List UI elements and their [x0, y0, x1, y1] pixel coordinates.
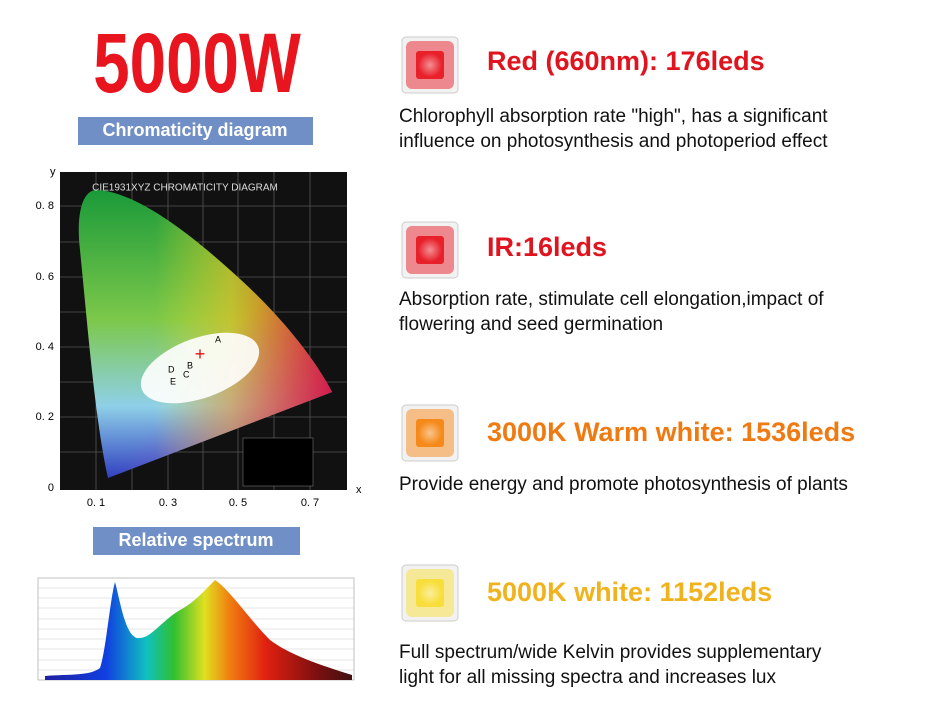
y-tick-label: 0. 6 — [36, 271, 54, 283]
y-tick-label: 0. 8 — [36, 200, 54, 212]
feature-title: 5000K white: 1152leds — [487, 577, 772, 607]
label-box — [93, 527, 300, 555]
led-shine — [418, 238, 442, 262]
x-tick-label: 0. 5 — [229, 497, 247, 509]
marker: + — [195, 344, 206, 364]
feature-description: Chlorophyll absorption rate "high", has … — [399, 106, 828, 127]
led-shine — [418, 53, 442, 77]
chromaticity-label: Chromaticity diagram — [102, 120, 287, 140]
feature-item: 3000K Warm white: 1536leds Provide energy… — [399, 404, 855, 495]
feature-description: flowering and seed germination — [399, 314, 663, 335]
y-tick-label: 0 — [48, 482, 54, 494]
spectrum-graph — [37, 577, 355, 681]
led-shine — [418, 421, 442, 445]
point-label: C — [183, 369, 190, 379]
feature-item: Red (660nm): 176leds Chlorophyll absorpti… — [399, 36, 828, 152]
x-tick-label: 0. 7 — [301, 497, 319, 509]
y-tick-label: 0. 2 — [36, 411, 54, 423]
spectrum-label: Relative spectrum — [118, 530, 273, 550]
feature-item: 5000K white: 1152leds Full spectrum/wide … — [399, 564, 822, 688]
x-tick-label: 0. 3 — [159, 497, 177, 509]
led-shine — [418, 581, 442, 605]
feature-description: light for all missing spectra and increa… — [399, 667, 777, 688]
feature-description: Provide energy and promote photosynthesi… — [399, 474, 848, 495]
point-label: B — [187, 360, 193, 370]
feature-item: IR:16leds Absorption rate, stimulate cell… — [399, 221, 824, 335]
point-label: D — [168, 364, 175, 374]
feature-title: 3000K Warm white: 1536leds — [487, 417, 855, 447]
feature-description: Full spectrum/wide Kelvin provides suppl… — [399, 642, 822, 663]
point-label: A — [215, 334, 221, 344]
feature-description: influence on photosynthesis and photoper… — [399, 131, 828, 152]
x-tick-label: 0. 1 — [87, 497, 105, 509]
y-tick-label: 0. 4 — [36, 341, 54, 353]
feature-title: Red (660nm): 176leds — [487, 46, 765, 76]
point-label: E — [170, 376, 176, 386]
feature-description: Absorption rate, stimulate cell elongati… — [399, 289, 824, 310]
diagram-title: CIE1931XYZ CHROMATICITY DIAGRAM — [92, 183, 278, 194]
chromaticity-diagram: CIE1931XYZ CHROMATICITY DIAGRAM + — [60, 172, 347, 490]
axis-label: y — [50, 166, 56, 178]
feature-title: IR:16leds — [487, 232, 607, 262]
main-title: 5000W — [93, 16, 301, 110]
axis-label: x — [356, 484, 362, 496]
label-box — [78, 117, 313, 145]
